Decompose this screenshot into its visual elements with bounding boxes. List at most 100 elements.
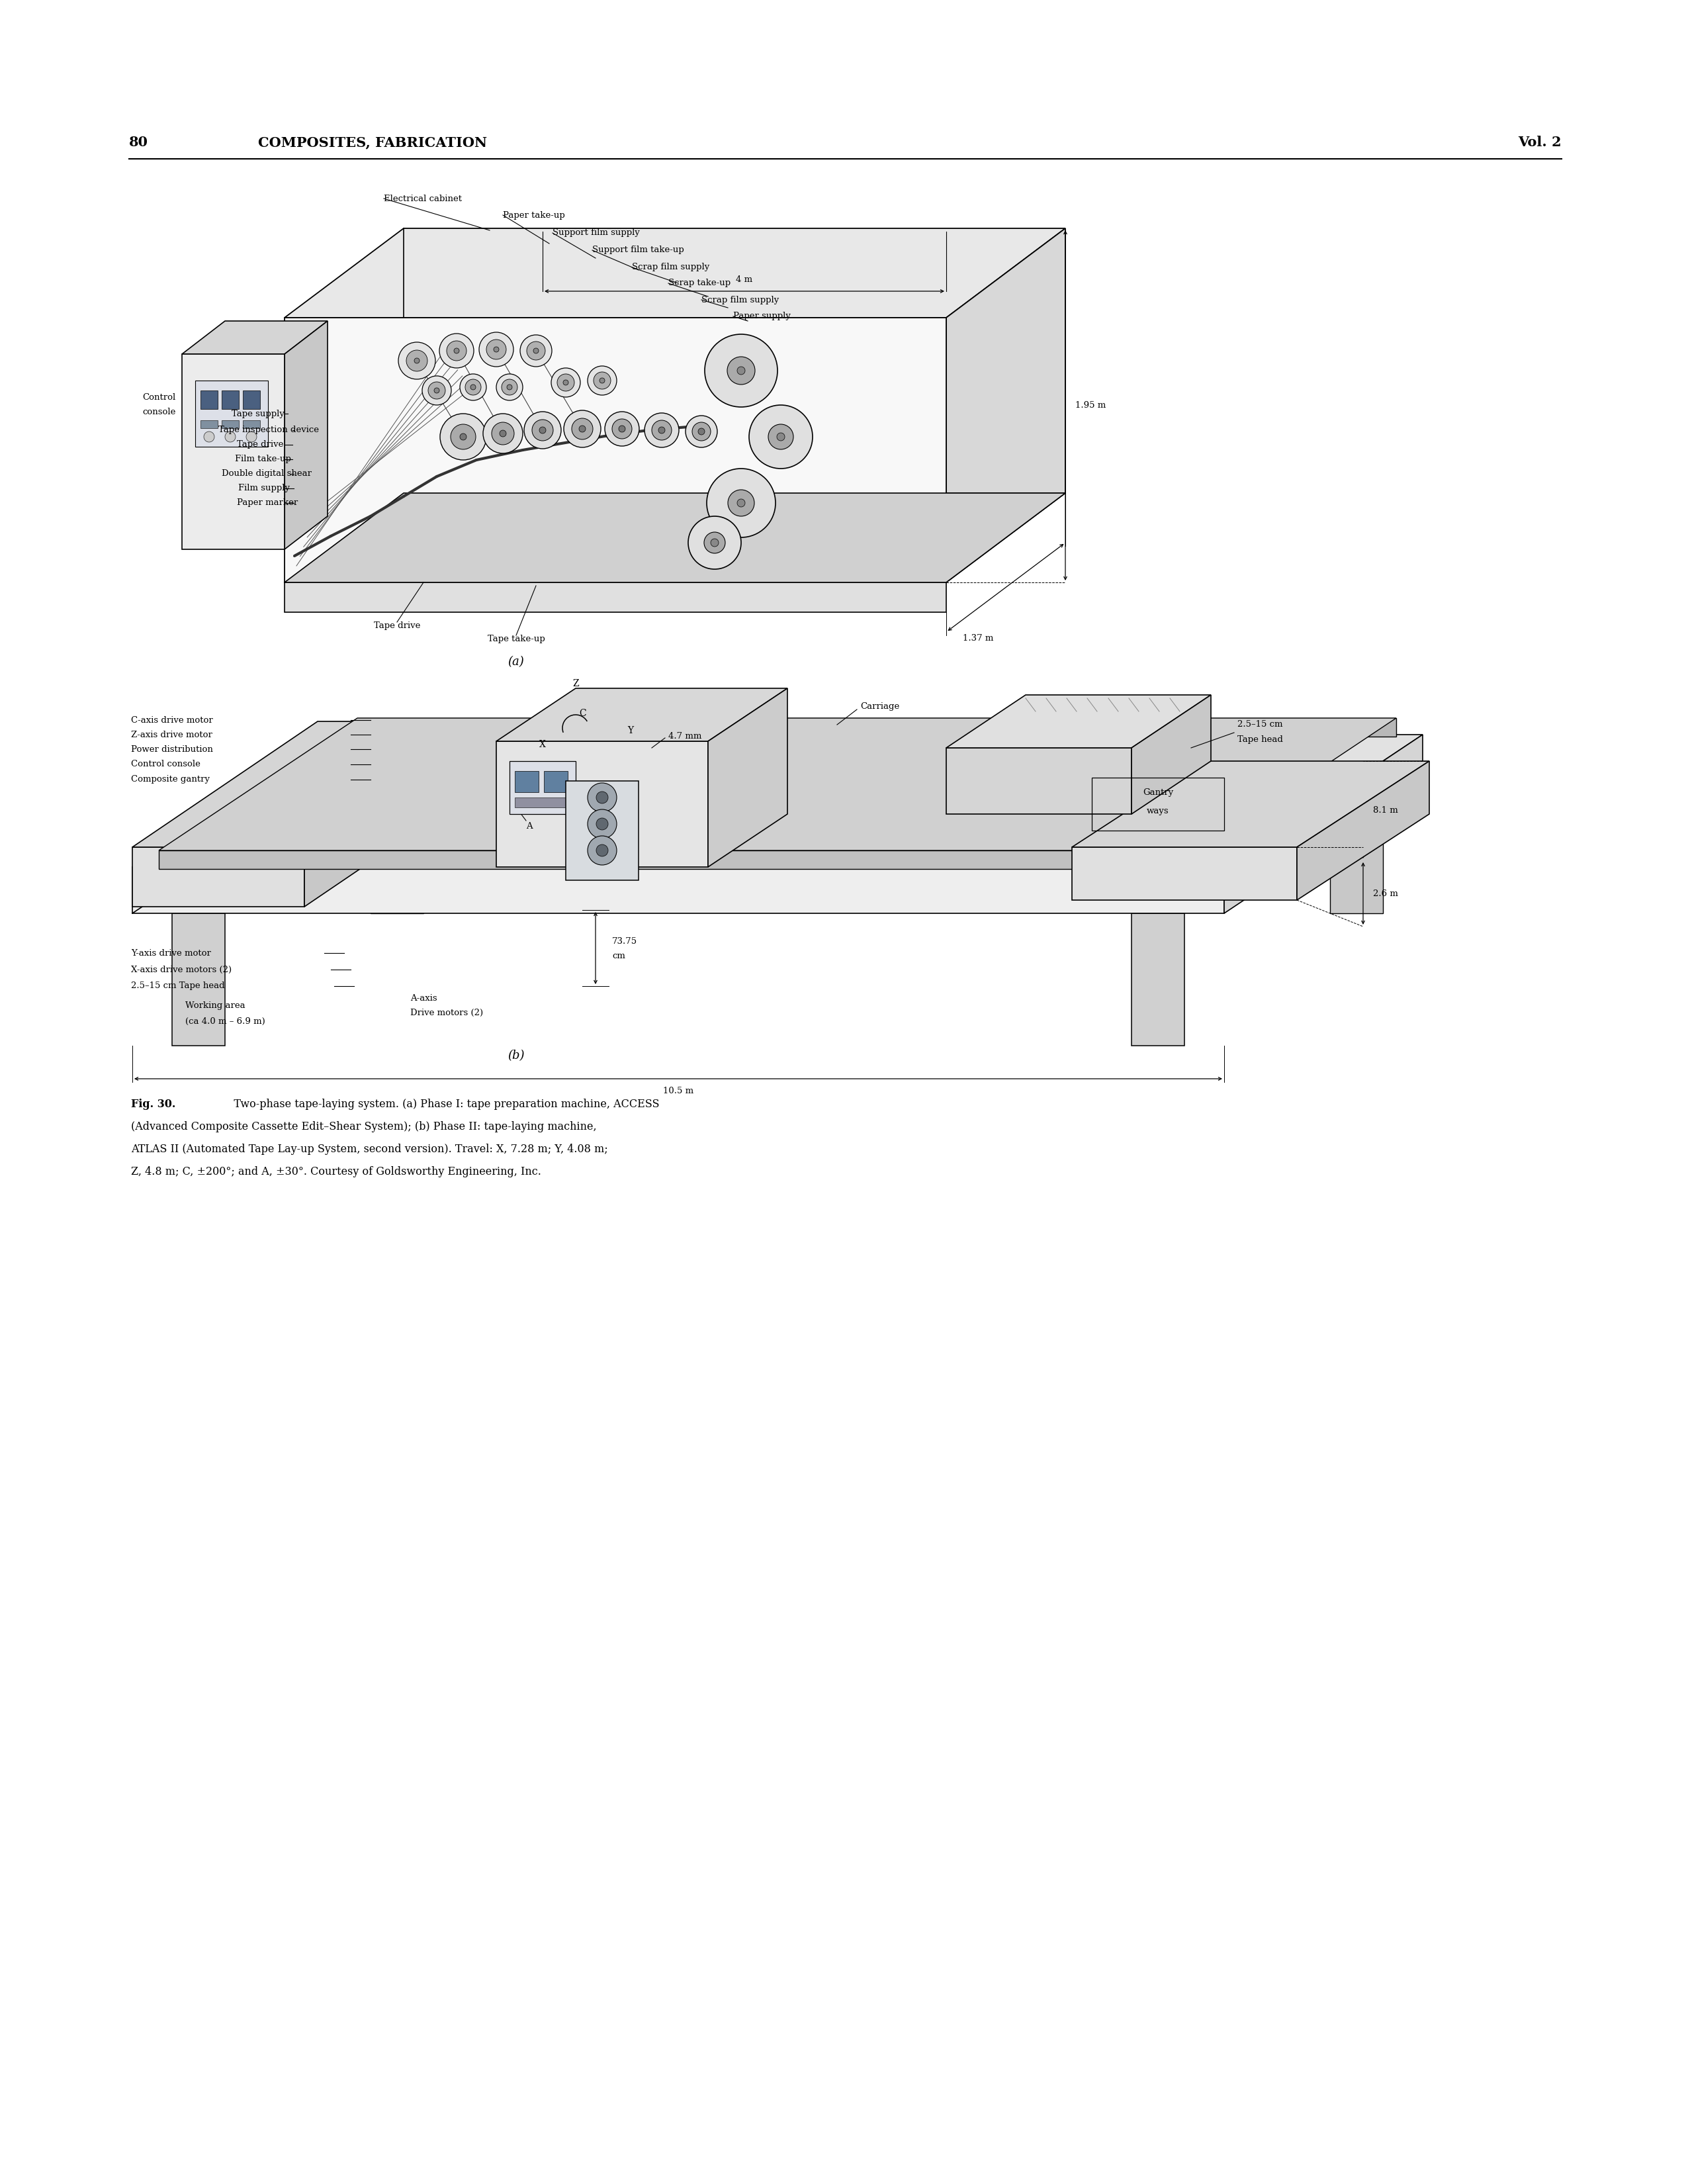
Text: Z-axis drive motor: Z-axis drive motor <box>132 729 213 738</box>
Text: Electrical cabinet: Electrical cabinet <box>383 194 463 203</box>
Polygon shape <box>132 867 1224 913</box>
Bar <box>515 771 538 793</box>
Polygon shape <box>1131 913 1185 1046</box>
Circle shape <box>596 819 608 830</box>
Circle shape <box>658 426 665 432</box>
Polygon shape <box>132 721 490 847</box>
Text: Two-phase tape-laying system. (a) Phase I: tape preparation machine, ACCESS: Two-phase tape-laying system. (a) Phase … <box>223 1099 660 1109</box>
Circle shape <box>619 426 625 432</box>
Polygon shape <box>172 913 225 1046</box>
Polygon shape <box>159 850 1198 869</box>
Polygon shape <box>285 229 1065 317</box>
Circle shape <box>587 782 616 812</box>
Text: X-axis drive motors (2): X-axis drive motors (2) <box>132 965 231 974</box>
Polygon shape <box>285 494 1065 583</box>
Circle shape <box>441 413 486 461</box>
Text: Tape take-up: Tape take-up <box>488 633 545 642</box>
Text: Film supply: Film supply <box>238 485 290 494</box>
Circle shape <box>564 411 601 448</box>
Circle shape <box>768 424 793 450</box>
Circle shape <box>704 334 778 406</box>
Text: Z: Z <box>572 679 579 688</box>
Circle shape <box>466 380 481 395</box>
Polygon shape <box>565 782 638 880</box>
Circle shape <box>564 380 569 384</box>
Circle shape <box>451 424 476 450</box>
Text: C: C <box>579 710 586 719</box>
Text: 4.7 mm: 4.7 mm <box>668 732 702 740</box>
Circle shape <box>604 411 640 446</box>
Polygon shape <box>1072 847 1296 900</box>
Text: 2.6 m: 2.6 m <box>1372 889 1398 898</box>
Circle shape <box>699 428 704 435</box>
Polygon shape <box>132 734 1423 867</box>
Polygon shape <box>172 782 424 913</box>
Circle shape <box>552 367 581 397</box>
Circle shape <box>533 347 538 354</box>
Circle shape <box>572 419 592 439</box>
Text: Double digital shear: Double digital shear <box>221 470 312 478</box>
Circle shape <box>447 341 466 360</box>
Text: 73.75: 73.75 <box>613 937 638 946</box>
Circle shape <box>685 415 717 448</box>
Circle shape <box>704 533 726 553</box>
Text: Fig. 30.: Fig. 30. <box>132 1099 176 1109</box>
Circle shape <box>738 367 744 376</box>
Polygon shape <box>496 740 707 867</box>
Polygon shape <box>1296 760 1430 900</box>
Text: Z, 4.8 m; C, ±200°; and A, ±30°. Courtesy of Goldsworthy Engineering, Inc.: Z, 4.8 m; C, ±200°; and A, ±30°. Courtes… <box>132 1166 542 1177</box>
Polygon shape <box>182 321 327 354</box>
Bar <box>201 419 218 428</box>
Circle shape <box>459 432 466 441</box>
Circle shape <box>523 411 560 448</box>
Polygon shape <box>1072 760 1430 847</box>
Bar <box>243 419 260 428</box>
Circle shape <box>493 347 500 352</box>
Text: Paper supply: Paper supply <box>733 312 790 321</box>
Circle shape <box>483 413 523 454</box>
Text: 1.95 m: 1.95 m <box>1075 400 1106 408</box>
Bar <box>201 391 218 408</box>
Circle shape <box>587 836 616 865</box>
Text: 4 m: 4 m <box>736 275 753 284</box>
Text: (Advanced Composite Cassette Edit–Shear System); (b) Phase II: tape-laying machi: (Advanced Composite Cassette Edit–Shear … <box>132 1120 596 1131</box>
Text: Control: Control <box>142 393 176 402</box>
Circle shape <box>500 430 506 437</box>
Circle shape <box>596 845 608 856</box>
Circle shape <box>407 349 427 371</box>
Circle shape <box>434 389 439 393</box>
Text: Control console: Control console <box>132 760 201 769</box>
Text: console: console <box>142 408 176 415</box>
Bar <box>221 391 240 408</box>
Circle shape <box>594 371 611 389</box>
Text: Tape drive: Tape drive <box>236 441 284 450</box>
Text: Y-axis drive motor: Y-axis drive motor <box>132 948 211 957</box>
Circle shape <box>459 373 486 400</box>
Circle shape <box>728 356 755 384</box>
Text: A: A <box>527 821 532 830</box>
Text: X: X <box>540 740 545 749</box>
Circle shape <box>439 334 474 367</box>
Text: 1.37 m: 1.37 m <box>962 633 994 642</box>
Text: 80: 80 <box>128 135 149 149</box>
Polygon shape <box>285 317 947 583</box>
Text: Tape inspection device: Tape inspection device <box>218 426 319 435</box>
Circle shape <box>520 334 552 367</box>
Text: Scrap take-up: Scrap take-up <box>668 280 731 288</box>
Text: Gantry: Gantry <box>1143 788 1173 797</box>
Circle shape <box>225 432 236 441</box>
Circle shape <box>738 498 744 507</box>
Circle shape <box>422 376 451 404</box>
Polygon shape <box>947 747 1131 815</box>
Text: Tape head: Tape head <box>1237 736 1283 745</box>
Bar <box>221 419 240 428</box>
Polygon shape <box>496 688 787 740</box>
Text: (a): (a) <box>508 655 525 668</box>
Circle shape <box>776 432 785 441</box>
Circle shape <box>471 384 476 389</box>
Polygon shape <box>132 847 304 906</box>
Text: 2.5–15 cm: 2.5–15 cm <box>1237 721 1283 729</box>
Text: Tape supply: Tape supply <box>231 408 285 417</box>
Text: cm: cm <box>613 952 625 961</box>
Bar <box>196 380 268 448</box>
